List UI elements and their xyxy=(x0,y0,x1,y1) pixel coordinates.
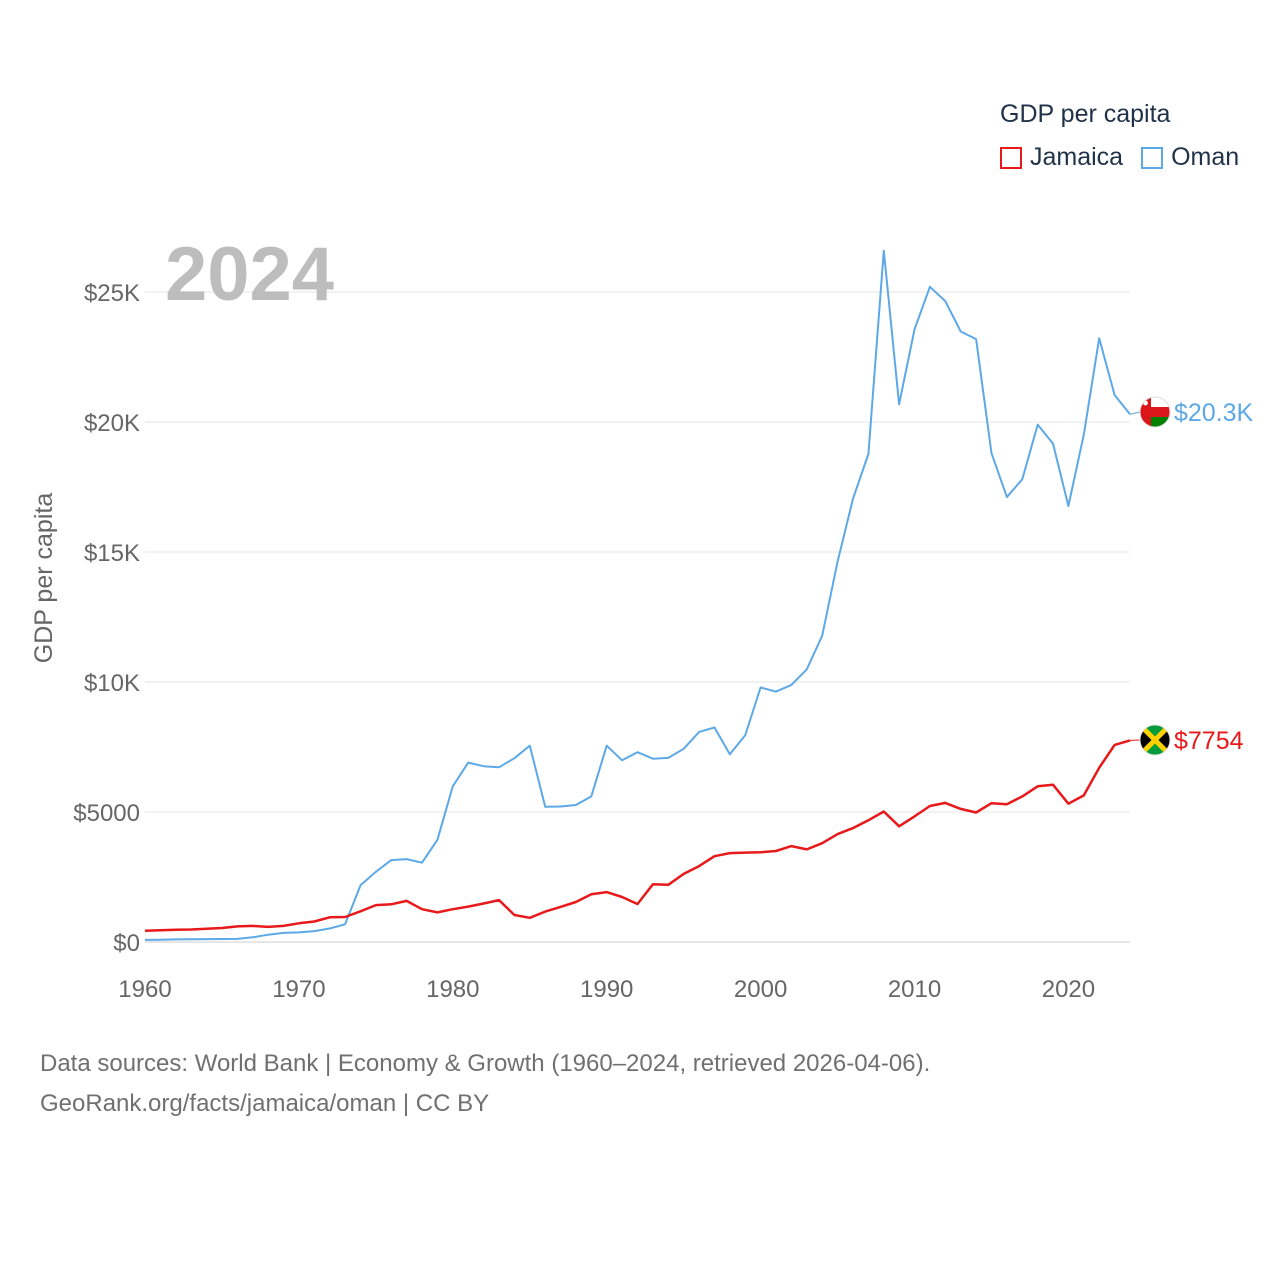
legend-swatch-jamaica xyxy=(1000,146,1022,169)
legend-title: GDP per capita xyxy=(1000,100,1171,128)
legend: Jamaica Oman xyxy=(1000,143,1257,172)
end-labels: $7754 $20.3K xyxy=(1129,399,1254,755)
source-line-2[interactable]: GeoRank.org/facts/jamaica/oman | CC BY xyxy=(40,1090,490,1117)
x-tick-label: 1980 xyxy=(426,976,479,1003)
legend-item-jamaica[interactable]: Jamaica xyxy=(1000,143,1123,172)
legend-swatch-oman xyxy=(1141,146,1164,169)
y-tick-label: $5000 xyxy=(73,800,140,827)
x-tick-label: 1990 xyxy=(580,976,633,1003)
y-tick-label: $20K xyxy=(84,410,140,437)
legend-label-jamaica: Jamaica xyxy=(1030,143,1124,171)
y-axis-ticks: $0 $5000 $10K $15K $20K $25K xyxy=(73,280,140,957)
x-tick-label: 2020 xyxy=(1042,976,1095,1003)
series-line-jamaica xyxy=(144,739,1131,933)
x-tick-label: 1960 xyxy=(118,976,171,1003)
x-axis-ticks: 1960 1970 1980 1990 2000 2010 2020 xyxy=(118,976,1095,1003)
legend-item-oman[interactable]: Oman xyxy=(1141,143,1239,172)
y-tick-label: $15K xyxy=(84,540,140,567)
y-tick-label: $10K xyxy=(84,670,140,697)
year-label: 2024 xyxy=(165,232,334,317)
y-tick-label: $0 xyxy=(113,930,140,957)
source-note: Data sources: World Bank | Economy & Gro… xyxy=(40,1044,930,1124)
gridlines xyxy=(145,291,1130,943)
y-axis-label: GDP per capita xyxy=(30,493,58,664)
x-tick-label: 1970 xyxy=(272,976,325,1003)
jamaica-flag-icon xyxy=(1139,724,1171,756)
legend-label-oman: Oman xyxy=(1171,143,1240,171)
x-tick-label: 2000 xyxy=(734,976,787,1003)
oman-flag-icon xyxy=(1139,396,1171,428)
series-lines xyxy=(144,249,1131,941)
series-line-oman xyxy=(144,249,1131,941)
y-tick-label: $25K xyxy=(84,280,140,307)
source-line-1: Data sources: World Bank | Economy & Gro… xyxy=(40,1050,931,1077)
end-connector-oman xyxy=(1129,411,1141,415)
end-label-oman: $20.3K xyxy=(1174,399,1254,427)
x-tick-label: 2010 xyxy=(888,976,941,1003)
end-label-jamaica: $7754 xyxy=(1174,727,1244,755)
